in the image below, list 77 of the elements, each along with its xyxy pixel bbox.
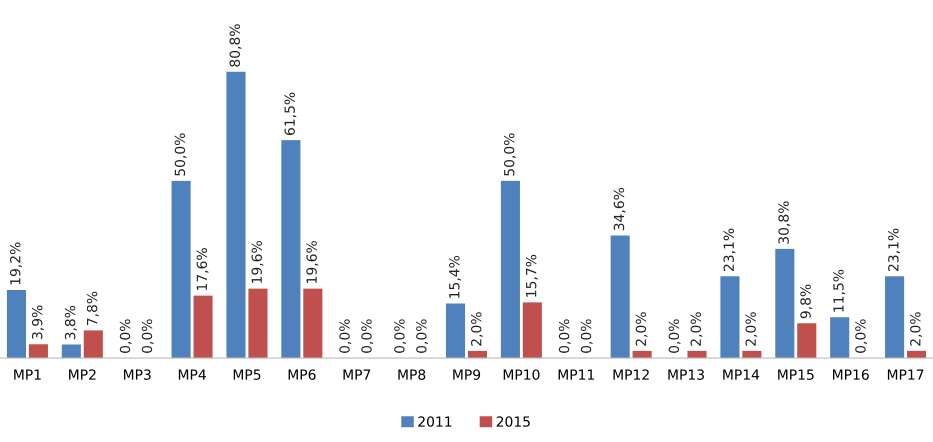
bar [775, 248, 794, 358]
x-tick-label: MP2 [69, 369, 96, 380]
x-tick-label: MP6 [288, 369, 316, 380]
bar [446, 303, 466, 358]
data-label: 3,8% [64, 306, 77, 340]
legend-label: 2011 [418, 416, 452, 427]
x-tick-label: MP11 [558, 370, 594, 380]
data-label: 0,0% [394, 319, 406, 353]
bar [522, 302, 542, 358]
data-label: 0,0% [339, 319, 352, 353]
data-label: 30,8% [778, 201, 790, 244]
x-tick-label: MP8 [398, 369, 426, 380]
data-label: 9,8% [800, 284, 812, 318]
bar [720, 276, 740, 358]
bar [500, 180, 520, 358]
data-label: 19,6% [306, 241, 318, 283]
bar [468, 350, 488, 358]
data-label: 15,4% [449, 256, 461, 298]
x-tick-label: MP4 [178, 370, 206, 380]
bar [62, 344, 81, 358]
data-label: 0,0% [558, 319, 571, 353]
data-label: 2,0% [745, 312, 758, 346]
data-label: 23,1% [888, 228, 900, 272]
x-tick-label: MP13 [668, 369, 704, 380]
data-label: 80,8% [230, 24, 242, 67]
data-label: 19,6% [251, 241, 264, 283]
data-label: 19,2% [10, 242, 22, 284]
bar [226, 72, 246, 358]
data-label: 61,5% [284, 92, 296, 136]
bar [687, 350, 707, 358]
x-tick-label: MP3 [124, 369, 151, 380]
data-label: 2,0% [690, 312, 702, 346]
data-label: 23,1% [723, 228, 736, 272]
x-tick-label: MP5 [234, 370, 260, 380]
x-tick-label: MP17 [888, 370, 924, 380]
x-tick-label: MP1 [14, 370, 41, 380]
data-label: 15,7% [526, 254, 538, 297]
legend-label: 2015 [496, 416, 530, 427]
data-label: 2,0% [471, 312, 483, 346]
bar [281, 140, 300, 358]
x-tick-label: MP10 [504, 369, 540, 380]
data-label: 0,0% [120, 319, 132, 353]
bar [830, 317, 850, 358]
data-label: 0,0% [142, 319, 154, 353]
data-label: 2,0% [910, 312, 922, 346]
bar [28, 344, 48, 358]
bar [84, 330, 103, 358]
data-label: 7,8% [86, 292, 99, 326]
data-label: 0,0% [855, 319, 868, 353]
x-tick-label: MP9 [453, 369, 480, 380]
data-label: 11,5% [833, 270, 846, 312]
bar [6, 290, 26, 358]
bar [610, 235, 630, 358]
bar [906, 350, 926, 358]
x-tick-label: MP16 [833, 369, 869, 380]
data-label: 2,0% [636, 312, 648, 346]
data-label: 17,6% [196, 248, 209, 290]
bar [632, 350, 652, 358]
data-label: 34,6% [614, 188, 626, 230]
bar [797, 323, 816, 358]
data-label: 0,0% [580, 319, 593, 353]
x-tick-label: MP14 [723, 370, 760, 380]
x-tick-label: MP15 [778, 370, 814, 380]
data-label: 3,9% [32, 306, 44, 339]
data-label: 0,0% [416, 319, 428, 353]
data-label: 50,0% [504, 133, 516, 176]
bar [742, 350, 762, 358]
bar [194, 296, 213, 358]
x-tick-label: MP12 [613, 369, 649, 380]
bar [172, 180, 191, 358]
bar [303, 288, 322, 358]
x-tick-label: MP7 [344, 370, 370, 380]
bar [885, 276, 904, 358]
data-label: 50,0% [174, 133, 187, 176]
bar [248, 288, 268, 358]
data-label: 0,0% [361, 319, 374, 353]
data-label: 0,0% [668, 319, 680, 353]
